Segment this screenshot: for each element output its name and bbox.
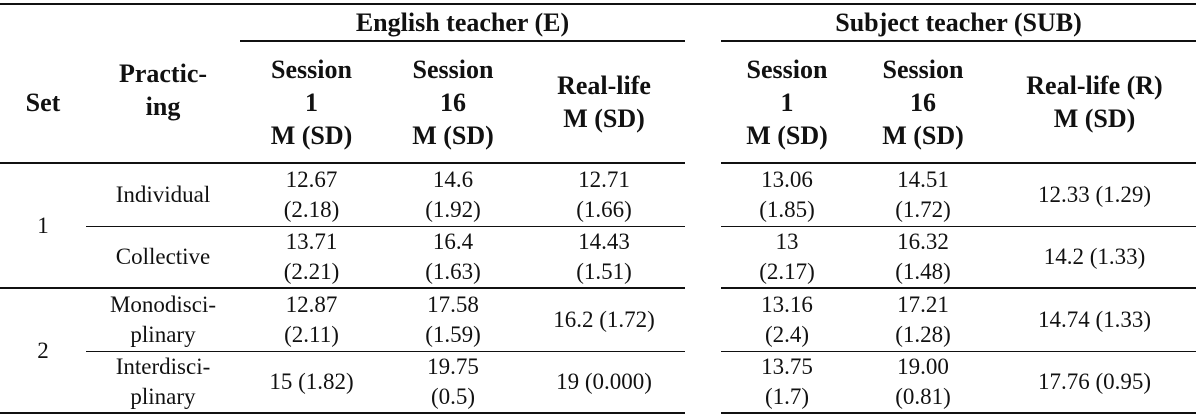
subject-reallife-cell: 12.33 (1.29) <box>1037 182 1152 207</box>
practicing-cell: Interdisci- plinary <box>115 354 211 409</box>
subject-session1-header: Session 1 M (SD) <box>746 54 828 150</box>
subject-session1-cell: 13.06 (1.85) <box>759 167 815 222</box>
english-reallife-cell: 14.43 (1.51) <box>576 229 632 284</box>
subject-teacher-group-header: Subject teacher (SUB) <box>835 8 1082 37</box>
subject-session1-cell: 13 (2.17) <box>759 229 815 284</box>
subject-group-underline <box>721 40 1196 42</box>
set2-row-divider-right <box>721 351 1196 352</box>
set1-row-divider <box>86 226 685 227</box>
header-bottom-rule <box>0 162 685 164</box>
bottom-rule <box>0 412 685 414</box>
set-divider-rule-right <box>721 287 1196 289</box>
set-divider-rule <box>0 287 685 289</box>
english-teacher-group-header: English teacher (E) <box>355 8 570 37</box>
practicing-cell: Collective <box>115 244 211 269</box>
english-session16-header: Session 16 M (SD) <box>412 54 494 150</box>
header-bottom-rule-right <box>721 162 1196 164</box>
subject-reallife-cell: 14.2 (1.33) <box>1043 244 1146 269</box>
set2-row-divider <box>86 351 685 352</box>
set-column-header: Set <box>25 87 61 117</box>
practicing-cell: Individual <box>115 182 211 207</box>
subject-session16-cell: 19.00 (0.81) <box>895 354 951 409</box>
practicing-cell: Monodisci- plinary <box>109 292 217 347</box>
english-session16-cell: 19.75 (0.5) <box>427 354 479 409</box>
english-session1-cell: 12.87 (2.11) <box>284 292 339 347</box>
practicing-column-header: Practic- ing <box>118 58 208 121</box>
english-session1-cell: 12.67 (2.18) <box>283 167 340 222</box>
subject-reallife-cell: 17.76 (0.95) <box>1037 369 1152 394</box>
english-session16-cell: 14.6 (1.92) <box>425 167 481 222</box>
set-label: 1 <box>37 212 49 238</box>
english-session16-cell: 17.58 (1.59) <box>425 292 481 347</box>
set-label: 2 <box>37 337 49 363</box>
subject-session16-cell: 16.32 (1.48) <box>895 229 951 284</box>
english-group-underline <box>240 40 685 42</box>
subject-reallife-header: Real-life (R) M (SD) <box>1026 71 1163 133</box>
subject-session1-cell: 13.16 (2.4) <box>761 292 813 347</box>
english-session1-cell: 13.71 (2.21) <box>283 229 340 284</box>
subject-reallife-cell: 14.74 (1.33) <box>1037 307 1152 332</box>
subject-session1-cell: 13.75 (1.7) <box>761 354 813 409</box>
subject-session16-cell: 17.21 (1.28) <box>895 292 951 347</box>
english-session1-cell: 15 (1.82) <box>269 369 354 394</box>
english-reallife-header: Real-life M (SD) <box>557 71 651 133</box>
subject-session16-cell: 14.51 (1.72) <box>895 167 951 222</box>
top-rule <box>0 3 1196 5</box>
subject-session16-header: Session 16 M (SD) <box>882 54 964 150</box>
english-reallife-cell: 16.2 (1.72) <box>553 307 655 332</box>
english-session16-cell: 16.4 (1.63) <box>425 229 481 284</box>
bottom-rule-right <box>721 412 1196 414</box>
english-reallife-cell: 12.71 (1.66) <box>576 167 632 222</box>
english-session1-header: Session 1 M (SD) <box>270 54 353 150</box>
set1-row-divider-right <box>721 226 1196 227</box>
english-reallife-cell: 19 (0.000) <box>556 369 652 394</box>
